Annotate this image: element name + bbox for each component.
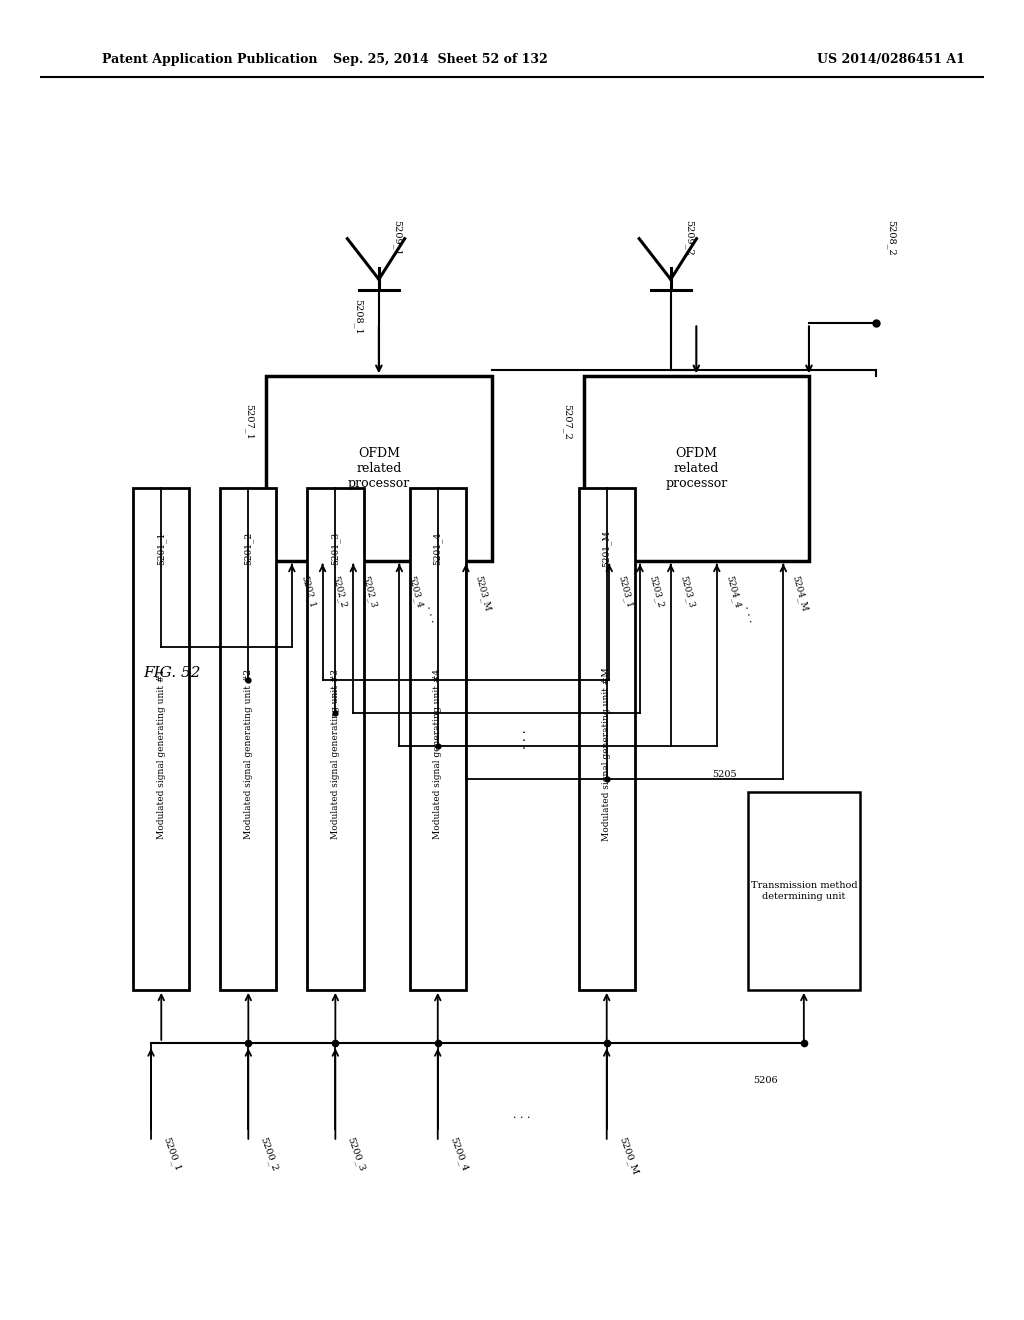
- Text: Modulated signal generating unit #M: Modulated signal generating unit #M: [602, 668, 611, 841]
- Bar: [307, 488, 364, 990]
- Text: 5205: 5205: [713, 770, 737, 779]
- Text: Modulated signal generating unit #2: Modulated signal generating unit #2: [244, 669, 253, 840]
- Text: OFDM
related
processor: OFDM related processor: [666, 447, 727, 490]
- Text: 5202_1: 5202_1: [299, 574, 317, 609]
- Text: 5201_4: 5201_4: [433, 532, 442, 565]
- Text: 5202_3: 5202_3: [360, 574, 378, 609]
- Bar: [584, 376, 809, 561]
- Text: 5202_2: 5202_2: [330, 574, 347, 609]
- Text: . . .: . . .: [513, 1110, 531, 1121]
- Bar: [220, 488, 276, 990]
- Text: OFDM
related
processor: OFDM related processor: [348, 447, 410, 490]
- Text: 5204_M: 5204_M: [791, 574, 809, 612]
- Text: 5200_2: 5200_2: [258, 1135, 280, 1172]
- Text: 5203_2: 5203_2: [647, 574, 665, 609]
- Text: . . .: . . .: [743, 605, 757, 623]
- Text: 5206: 5206: [754, 1076, 778, 1085]
- Bar: [410, 488, 466, 990]
- Bar: [579, 488, 635, 990]
- Text: Patent Application Publication: Patent Application Publication: [102, 53, 317, 66]
- Text: 5209_2: 5209_2: [684, 219, 694, 256]
- Text: 5201_1: 5201_1: [157, 532, 166, 565]
- Text: US 2014/0286451 A1: US 2014/0286451 A1: [817, 53, 965, 66]
- Text: 5203_3: 5203_3: [678, 574, 695, 609]
- Text: 5204_4: 5204_4: [724, 574, 742, 609]
- Text: 5200_1: 5200_1: [162, 1135, 182, 1172]
- Text: 5200_3: 5200_3: [346, 1135, 367, 1172]
- Bar: [133, 488, 189, 990]
- Text: 5208_1: 5208_1: [353, 298, 364, 335]
- Text: 5201_M: 5201_M: [602, 531, 611, 568]
- Text: 5209_1: 5209_1: [392, 219, 402, 256]
- Text: FIG. 52: FIG. 52: [143, 667, 201, 680]
- Text: 5207_2: 5207_2: [562, 404, 571, 441]
- Text: 5208_2: 5208_2: [886, 219, 896, 256]
- Text: 5201_2: 5201_2: [244, 532, 253, 565]
- Text: 5207_1: 5207_1: [245, 404, 254, 441]
- Text: . . .: . . .: [516, 730, 528, 748]
- Text: Transmission method
determining unit: Transmission method determining unit: [751, 882, 857, 900]
- Bar: [266, 376, 492, 561]
- Text: Modulated signal generating unit #1: Modulated signal generating unit #1: [157, 669, 166, 840]
- Text: 5201_3: 5201_3: [331, 532, 340, 565]
- Text: 5200_M: 5200_M: [616, 1135, 640, 1176]
- Text: 5203_1: 5203_1: [616, 574, 635, 609]
- Text: Sep. 25, 2014  Sheet 52 of 132: Sep. 25, 2014 Sheet 52 of 132: [333, 53, 548, 66]
- Text: Modulated signal generating unit #3: Modulated signal generating unit #3: [331, 669, 340, 840]
- Text: . . .: . . .: [426, 605, 439, 623]
- Text: 5203_4: 5203_4: [407, 574, 425, 609]
- Text: 5200_4: 5200_4: [449, 1135, 469, 1172]
- Bar: [748, 792, 860, 990]
- Text: Modulated signal generating unit #4: Modulated signal generating unit #4: [433, 669, 442, 840]
- Text: 5203_M: 5203_M: [473, 574, 492, 612]
